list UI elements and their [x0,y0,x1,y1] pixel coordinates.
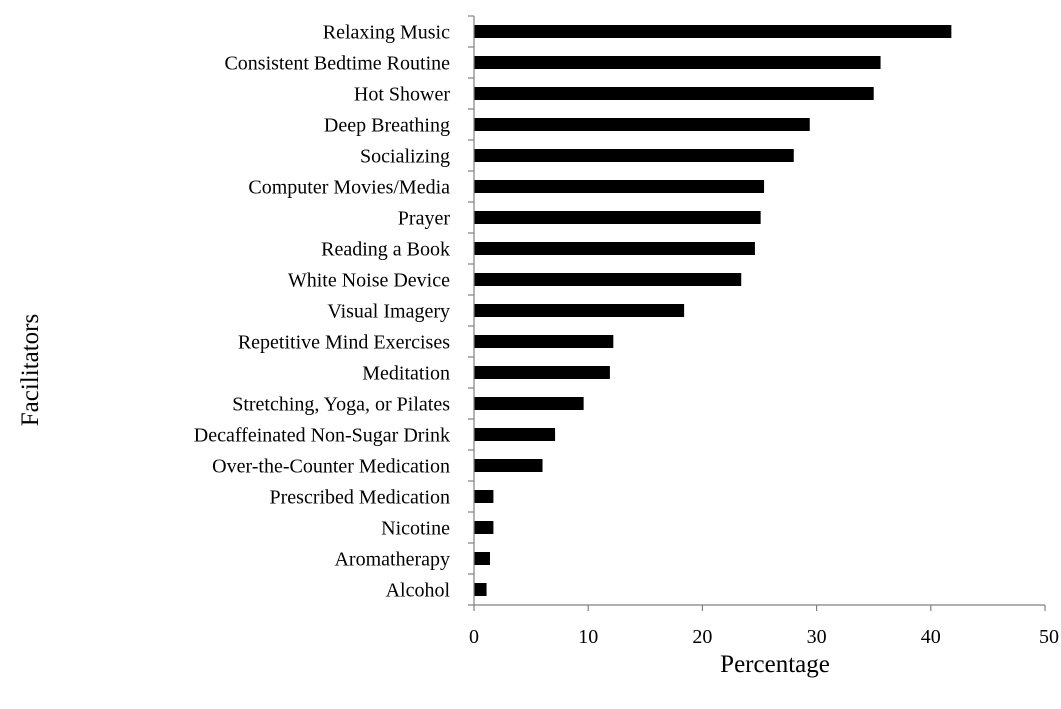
x-tick-label-20: 20 [692,626,712,648]
bar-white-noise-device [474,273,742,286]
category-labels: Relaxing Music Consistent Bedtime Routine… [194,22,451,602]
bar-prescribed-medication [474,490,494,503]
category-label-nicotine: Nicotine [381,518,450,540]
bar-nicotine [474,521,494,534]
bar-group [474,25,952,596]
y-axis-title: Facilitators [17,314,44,426]
x-tick-label-30: 30 [807,626,827,648]
bar-computer-movies-media [474,180,765,193]
bar-visual-imagery [474,304,685,317]
bar-socializing [474,149,794,162]
bar-relaxing-music [474,25,952,38]
category-label-computer-movies-media: Computer Movies/Media [248,177,450,199]
category-label-reading-a-book: Reading a Book [321,239,450,261]
axes [468,15,1046,611]
x-tick-label-50: 50 [1039,626,1059,648]
x-tick-labels: 0 10 20 30 40 50 [469,626,1059,648]
category-label-visual-imagery: Visual Imagery [327,301,450,323]
bar-aromatherapy [474,552,490,565]
bar-stretching-yoga-or-pilates [474,397,584,410]
category-label-stretching-yoga-or-pilates: Stretching, Yoga, or Pilates [232,394,450,416]
bar-decaffeinated-non-sugar-drink [474,428,556,441]
category-label-decaffeinated-non-sugar-drink: Decaffeinated Non-Sugar Drink [194,425,450,447]
x-axis-title: Percentage [720,651,830,678]
bar-deep-breathing [474,118,810,131]
bar-hot-shower [474,87,874,100]
x-tick-label-10: 10 [578,626,598,648]
category-label-socializing: Socializing [360,146,450,168]
category-label-repetitive-mind-exercises: Repetitive Mind Exercises [238,332,450,354]
category-label-deep-breathing: Deep Breathing [324,115,450,137]
category-label-prayer: Prayer [398,208,451,230]
category-label-alcohol: Alcohol [386,580,451,602]
bar-consistent-bedtime-routine [474,56,881,69]
bar-repetitive-mind-exercises [474,335,614,348]
bar-prayer [474,211,761,224]
category-label-consistent-bedtime-routine: Consistent Bedtime Routine [224,53,450,75]
bar-over-the-counter-medication [474,459,543,472]
x-tick-label-0: 0 [469,626,479,648]
bar-meditation [474,366,610,379]
category-label-aromatherapy: Aromatherapy [334,549,450,571]
bar-alcohol [474,583,487,596]
bar-reading-a-book [474,242,755,255]
category-label-hot-shower: Hot Shower [354,84,450,106]
category-label-white-noise-device: White Noise Device [288,270,450,292]
category-label-meditation: Meditation [362,363,450,385]
category-label-over-the-counter-medication: Over-the-Counter Medication [212,456,450,478]
x-tick-label-40: 40 [921,626,941,648]
category-label-prescribed-medication: Prescribed Medication [270,487,451,509]
category-label-relaxing-music: Relaxing Music [323,22,450,44]
